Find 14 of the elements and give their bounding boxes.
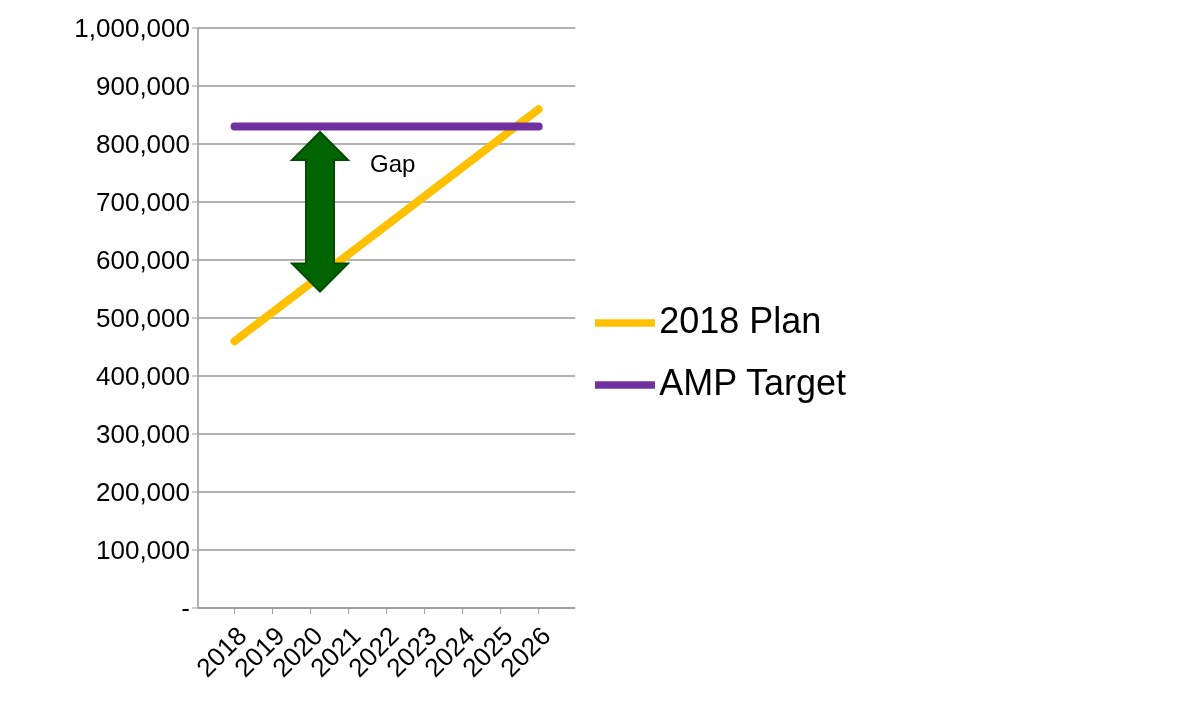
y-tick-label: 400,000 (96, 361, 190, 392)
legend-label: AMP Target (659, 362, 846, 403)
y-tick-label: 500,000 (96, 303, 190, 334)
y-tick-label: 1,000,000 (74, 13, 190, 44)
y-tick-label: 300,000 (96, 419, 190, 450)
y-tick-label: 200,000 (96, 477, 190, 508)
y-tick-label: 600,000 (96, 245, 190, 276)
y-tick-label: 700,000 (96, 187, 190, 218)
y-tick-label: 900,000 (96, 71, 190, 102)
annotation: Gap (370, 149, 416, 178)
legend-label: 2018 Plan (659, 299, 822, 341)
y-tick-label: - (181, 593, 190, 624)
y-tick-label: 800,000 (96, 129, 190, 160)
y-tick-label: 100,000 (96, 535, 190, 566)
